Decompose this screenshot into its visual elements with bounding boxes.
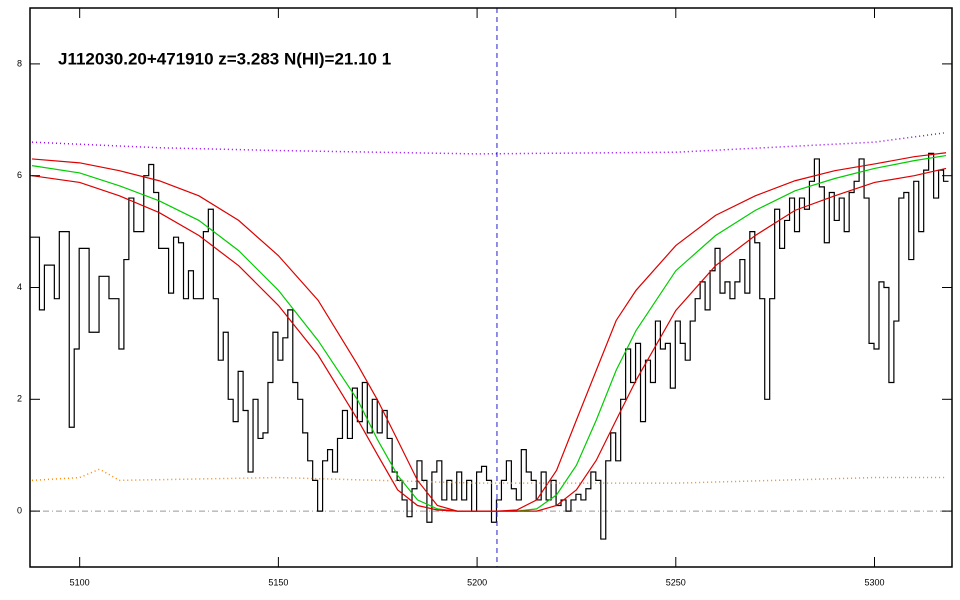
x-tick-label: 5300	[864, 577, 884, 587]
y-tick-label: 6	[17, 170, 22, 180]
y-tick-label: 4	[17, 282, 22, 292]
y-tick-label: 8	[17, 58, 22, 68]
x-tick-label: 5250	[666, 577, 686, 587]
x-tick-label: 5150	[268, 577, 288, 587]
chart-title: J112030.20+471910 z=3.283 N(HI)=21.10 1	[58, 49, 391, 68]
x-tick-label: 5200	[467, 577, 487, 587]
x-tick-label: 5100	[70, 577, 90, 587]
y-tick-label: 0	[17, 505, 22, 515]
y-tick-label: 2	[17, 394, 22, 404]
spectrum-line	[31, 167, 947, 512]
spectrum-line	[30, 152, 949, 540]
plot-area	[30, 8, 952, 567]
